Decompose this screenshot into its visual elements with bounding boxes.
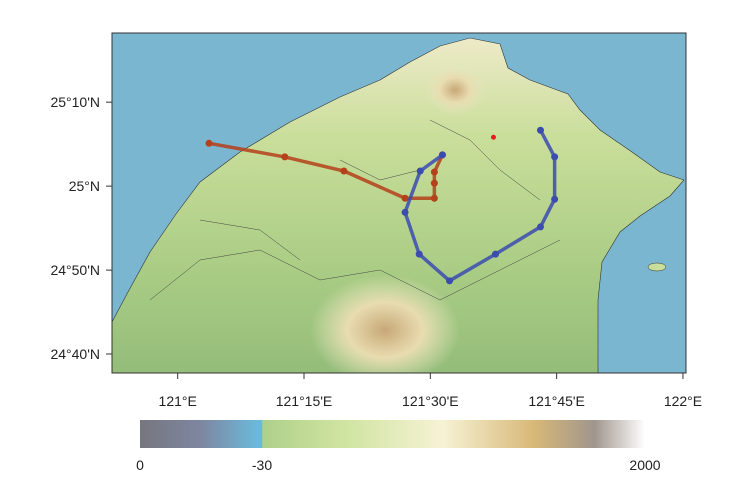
track-point (340, 167, 348, 175)
track-point (430, 194, 438, 202)
track-point (446, 277, 454, 285)
track-point (438, 151, 446, 159)
map-frame (111, 32, 687, 374)
mountains (425, 65, 485, 115)
x-tick-label: 121°45'E (528, 393, 585, 409)
track-point (551, 153, 559, 161)
basemap (112, 33, 686, 373)
track-point (536, 223, 544, 231)
island (647, 262, 667, 272)
x-tick-label: 122°E (664, 393, 702, 409)
land (112, 37, 685, 373)
colorbar (140, 420, 645, 448)
y-tick-label: 25°10'N (50, 94, 100, 110)
track-point (536, 126, 544, 134)
y-tick-label: 24°50'N (50, 262, 100, 278)
track-point (430, 168, 438, 176)
x-tick-label: 121°15'E (276, 393, 333, 409)
colorbar-label: 0 (136, 457, 144, 473)
track-point (430, 179, 438, 187)
colorbar-label: 2000 (629, 457, 660, 473)
track-point (551, 195, 559, 203)
track-point (281, 153, 289, 161)
track-point (415, 250, 423, 258)
colorbar-label: -30 (252, 457, 272, 473)
overlay: 121°E 121°15'E 121°30'E 121°45'E 122°E 24°40'… (50, 94, 702, 473)
y-tick-label: 25°N (69, 178, 100, 194)
marker (490, 134, 496, 140)
track-point (416, 167, 424, 175)
mountains (310, 275, 460, 373)
x-tick-label: 121°E (159, 393, 197, 409)
track-point (205, 139, 213, 147)
boundaries (149, 119, 561, 301)
track-point (401, 194, 409, 202)
track-point (492, 250, 500, 258)
track-line (403, 129, 557, 283)
track-point (401, 208, 409, 216)
y-tick-label: 24°40'N (50, 346, 100, 362)
x-tick-label: 121°30'E (402, 393, 459, 409)
